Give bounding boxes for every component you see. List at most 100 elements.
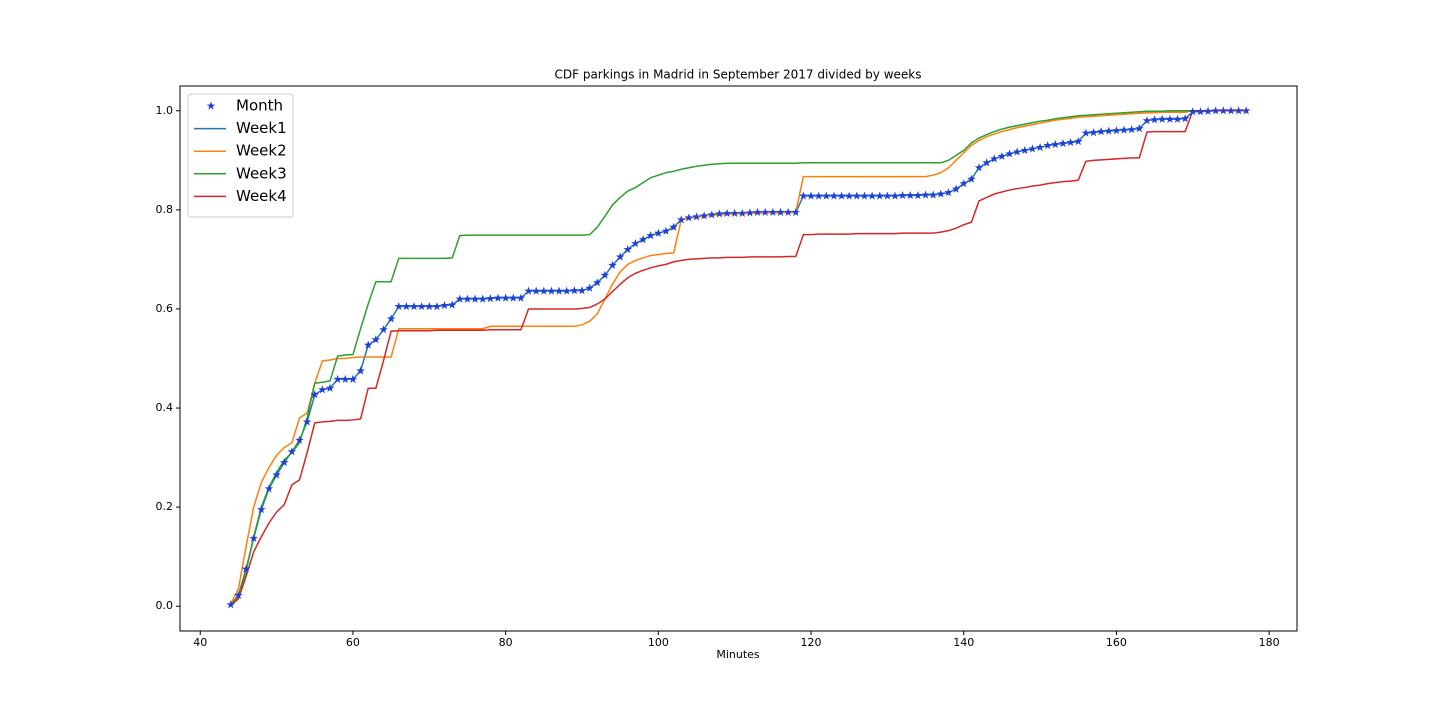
y-tick-label: 0.8 xyxy=(156,203,174,216)
star-marker xyxy=(1051,139,1060,149)
star-marker xyxy=(371,335,381,344)
star-marker xyxy=(669,222,678,231)
x-tick-label: 120 xyxy=(801,636,822,649)
star-marker xyxy=(913,191,923,200)
star-marker xyxy=(699,211,709,220)
star-marker xyxy=(1135,124,1144,133)
star-marker xyxy=(654,228,663,237)
star-marker xyxy=(906,191,915,200)
star-marker xyxy=(974,163,984,172)
legend-label: Week3 xyxy=(236,164,287,182)
legend-label: Week4 xyxy=(236,187,287,205)
star-marker xyxy=(776,207,785,216)
star-marker xyxy=(249,533,258,542)
star-marker xyxy=(967,174,976,183)
star-marker xyxy=(348,374,358,383)
star-marker xyxy=(1173,114,1182,123)
star-marker xyxy=(1005,149,1014,158)
star-marker xyxy=(1127,125,1136,134)
star-marker xyxy=(852,191,862,200)
star-marker xyxy=(951,184,961,193)
star-marker xyxy=(539,286,549,295)
legend-marker xyxy=(206,101,216,110)
star-marker xyxy=(1180,114,1190,123)
star-marker xyxy=(1142,116,1152,125)
star-marker xyxy=(279,458,289,467)
series-line xyxy=(230,110,1247,606)
star-marker xyxy=(1196,107,1205,116)
star-marker xyxy=(341,374,350,383)
star-marker xyxy=(783,207,793,216)
star-marker xyxy=(1119,125,1129,134)
star-marker xyxy=(631,239,640,248)
star-marker xyxy=(1020,145,1030,155)
star-marker xyxy=(837,191,846,200)
star-marker xyxy=(234,590,243,599)
star-marker xyxy=(402,301,411,311)
star-marker xyxy=(1226,106,1236,115)
x-tick-label: 60 xyxy=(346,636,360,649)
star-marker xyxy=(738,208,747,217)
star-marker xyxy=(768,207,778,216)
star-marker xyxy=(799,191,808,200)
x-tick-label: 140 xyxy=(953,636,974,649)
star-marker xyxy=(440,300,449,310)
x-tick-label: 180 xyxy=(1259,636,1280,649)
star-marker xyxy=(356,366,365,375)
star-marker xyxy=(829,191,839,200)
star-marker xyxy=(516,293,526,302)
star-marker xyxy=(257,505,266,514)
star-marker xyxy=(722,208,732,217)
star-marker xyxy=(623,245,633,254)
star-marker xyxy=(875,191,885,200)
star-marker xyxy=(806,191,816,200)
star-marker xyxy=(676,215,686,224)
star-marker xyxy=(1043,140,1052,150)
x-tick-label: 80 xyxy=(499,636,513,649)
star-marker xyxy=(562,286,571,295)
star-marker xyxy=(753,207,762,216)
star-marker xyxy=(1073,136,1083,146)
star-marker xyxy=(1211,106,1220,115)
star-marker xyxy=(638,235,648,244)
star-marker xyxy=(760,207,770,216)
y-tick-label: 0.6 xyxy=(156,302,174,315)
star-marker xyxy=(982,158,991,167)
star-marker xyxy=(1066,137,1075,147)
star-marker xyxy=(447,300,457,309)
star-marker xyxy=(333,374,342,383)
legend-label: Month xyxy=(236,97,283,115)
x-tick-label: 40 xyxy=(193,636,207,649)
star-marker xyxy=(547,286,556,295)
star-marker xyxy=(363,340,373,349)
star-marker xyxy=(883,191,892,200)
star-marker xyxy=(997,151,1007,160)
star-marker xyxy=(463,294,472,303)
star-marker xyxy=(531,286,541,295)
star-marker xyxy=(1203,106,1213,115)
star-marker xyxy=(417,301,426,311)
y-tick-label: 0.0 xyxy=(156,599,174,612)
star-marker xyxy=(1104,126,1114,135)
star-marker xyxy=(432,301,442,311)
star-marker xyxy=(585,283,594,292)
star-marker xyxy=(386,314,396,323)
star-marker xyxy=(822,191,831,200)
star-marker xyxy=(318,385,327,394)
star-marker xyxy=(608,260,617,269)
y-tick-label: 1.0 xyxy=(156,104,174,117)
star-marker xyxy=(310,390,320,399)
star-marker xyxy=(814,191,823,200)
star-marker xyxy=(944,188,953,197)
star-marker xyxy=(272,470,281,479)
star-marker xyxy=(1096,127,1106,136)
star-marker xyxy=(379,325,388,334)
star-marker xyxy=(302,417,312,426)
star-marker xyxy=(1150,115,1159,124)
star-marker xyxy=(928,190,938,199)
star-marker xyxy=(486,294,495,303)
star-marker xyxy=(1028,144,1037,153)
star-marker xyxy=(455,294,465,303)
star-marker xyxy=(1112,126,1121,135)
